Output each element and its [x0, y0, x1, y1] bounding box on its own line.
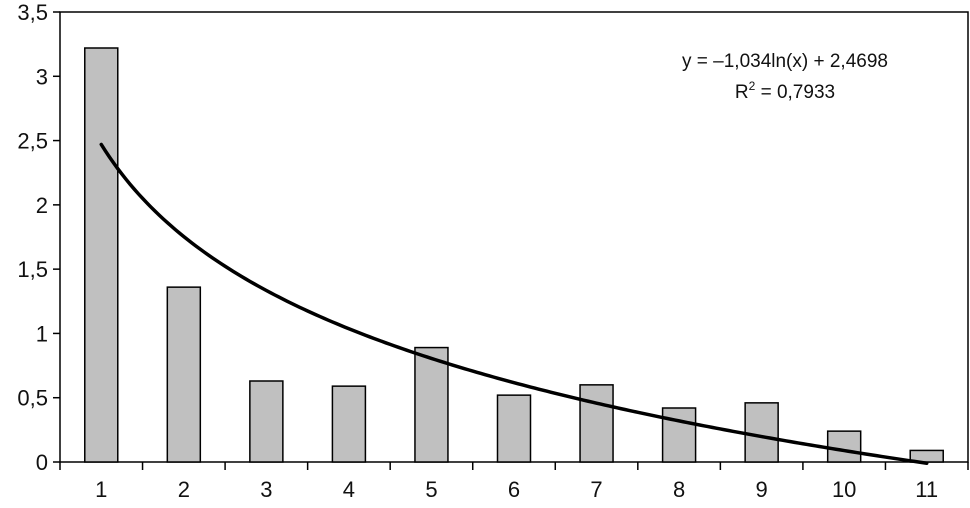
- y-tick-label: 2: [36, 193, 48, 218]
- y-tick-label: 2,5: [17, 129, 48, 154]
- x-tick-label: 4: [343, 477, 355, 502]
- y-tick-label: 1: [36, 321, 48, 346]
- y-tick-label: 0: [36, 450, 48, 475]
- bar-7: [579, 384, 614, 463]
- bars-group: [84, 47, 944, 463]
- x-tick-label: 2: [178, 477, 190, 502]
- bar-5: [414, 346, 449, 463]
- r-squared-prefix: R: [735, 82, 749, 103]
- bar-2: [166, 286, 202, 463]
- y-tick-label: 0,5: [17, 386, 48, 411]
- trendline-group: [99, 142, 929, 465]
- x-tick-label: 9: [756, 477, 768, 502]
- x-tick-label: 11: [915, 477, 938, 502]
- x-tick-label: 3: [260, 477, 272, 502]
- x-tick-label: 7: [590, 477, 602, 502]
- y-tick-label: 3,5: [17, 0, 48, 25]
- r-squared-label: R2 = 0,7933: [735, 79, 835, 103]
- r-squared-value: = 0,7933: [755, 82, 835, 103]
- trendline-equation: y = –1,034ln(x) + 2,4698: [682, 51, 888, 72]
- bar-10: [826, 430, 862, 463]
- bar-9: [744, 402, 779, 463]
- bar-3: [249, 380, 284, 463]
- bar-4: [331, 385, 367, 463]
- x-tick-label: 10: [832, 477, 856, 502]
- y-axis: 0 0,5 1 1,5 2 2,5 3 3,5: [17, 0, 60, 475]
- y-tick-label: 3: [36, 64, 48, 89]
- y-tick-label: 1,5: [17, 257, 48, 282]
- x-tick-label: 1: [95, 477, 107, 502]
- x-tick-label: 8: [673, 477, 685, 502]
- trendline-curve: [99, 142, 929, 465]
- bar-1: [84, 47, 119, 463]
- bar-8: [661, 407, 697, 463]
- x-tick-label: 6: [508, 477, 520, 502]
- bar-6: [496, 394, 532, 463]
- r-squared-superscript: 2: [749, 79, 756, 93]
- x-axis: 1 2 3 4 5 6 7 8 9 10 11: [59, 462, 969, 502]
- x-tick-label: 5: [425, 477, 437, 502]
